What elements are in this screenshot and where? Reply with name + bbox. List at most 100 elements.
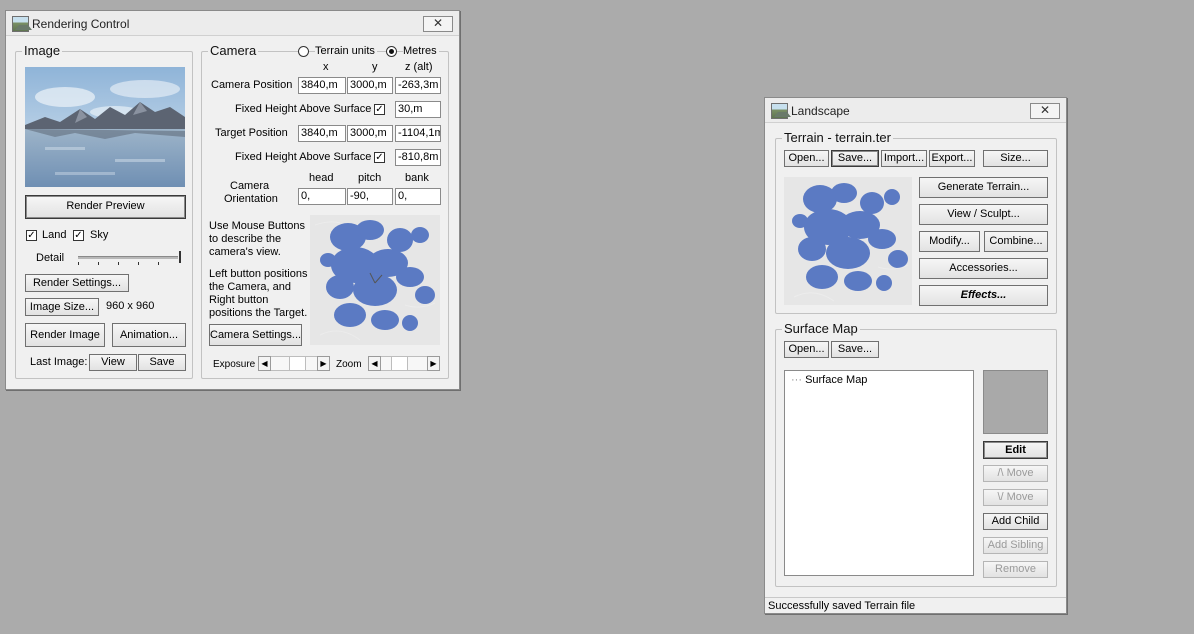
terrain-preview-map xyxy=(784,177,912,305)
camera-group-legend: Camera xyxy=(208,43,259,58)
terrain-group-legend: Terrain - terrain.ter xyxy=(782,130,893,145)
tree-connector-icon: ··· xyxy=(791,374,802,386)
mouse-help-text-1: Use Mouse Buttons to describe the camera… xyxy=(209,220,305,258)
modify-button[interactable]: Modify... xyxy=(919,231,980,252)
terrain-open-button[interactable]: Open... xyxy=(784,150,829,167)
metres-label: Metres xyxy=(403,45,439,57)
terrain-import-button[interactable]: Import... xyxy=(881,150,927,167)
camera-orientation-label-1: Camera xyxy=(230,180,270,192)
add-sibling-button[interactable]: Add Sibling xyxy=(983,537,1048,554)
move-down-button[interactable]: \/ Move xyxy=(983,489,1048,506)
render-settings-button[interactable]: Render Settings... xyxy=(25,274,129,292)
orientation-pitch-field[interactable]: -90, xyxy=(347,188,393,205)
sky-label: Sky xyxy=(90,229,109,241)
terragen-app-icon xyxy=(12,16,32,32)
generate-terrain-button[interactable]: Generate Terrain... xyxy=(919,177,1048,198)
status-bar: Successfully saved Terrain file xyxy=(765,597,1066,613)
render-image-button[interactable]: Render Image xyxy=(25,323,105,347)
surface-map-tree[interactable]: ··· Surface Map xyxy=(784,370,974,576)
target-position-x-field[interactable]: 3840,m xyxy=(298,125,346,142)
surface-map-group-legend: Surface Map xyxy=(782,321,860,336)
render-preview-button[interactable]: Render Preview xyxy=(25,195,186,219)
detail-label: Detail xyxy=(36,252,65,264)
camera-position-x-field[interactable]: 3840,m xyxy=(298,77,346,94)
target-fixed-height-field[interactable]: -810,8m xyxy=(395,149,441,166)
image-size-button[interactable]: Image Size... xyxy=(25,298,99,316)
terrain-units-radio[interactable] xyxy=(298,46,309,57)
mouse-help-text-2: Left button positions the Camera, and Ri… xyxy=(209,268,308,319)
target-position-label: Target Position xyxy=(215,127,288,139)
remove-button[interactable]: Remove xyxy=(983,561,1048,578)
rendering-control-window: Rendering Control ✕ Image xyxy=(5,10,460,390)
accessories-button[interactable]: Accessories... xyxy=(919,258,1048,279)
detail-slider[interactable] xyxy=(78,250,184,266)
camera-direction-line xyxy=(369,272,376,284)
exposure-scrollbar[interactable] xyxy=(271,356,317,371)
view-sculpt-button[interactable]: View / Sculpt... xyxy=(919,204,1048,225)
title-bar[interactable]: Landscape ✕ xyxy=(765,98,1066,123)
col-head-header: head xyxy=(309,172,334,184)
camera-orientation-label-2: Orientation xyxy=(224,193,278,205)
col-bank-header: bank xyxy=(405,172,429,184)
title-bar[interactable]: Rendering Control ✕ xyxy=(6,11,459,36)
landscape-window: Landscape ✕ Terrain - terrain.ter Open..… xyxy=(764,97,1067,614)
tree-item-label: Surface Map xyxy=(805,374,868,386)
terrain-export-button[interactable]: Export... xyxy=(929,150,975,167)
col-pitch-header: pitch xyxy=(358,172,382,184)
terrain-units-label: Terrain units xyxy=(315,45,377,57)
image-group-legend: Image xyxy=(22,43,63,58)
window-title: Rendering Control xyxy=(32,17,130,31)
surface-save-button[interactable]: Save... xyxy=(831,341,879,358)
camera-position-y-field[interactable]: 3000,m xyxy=(347,77,393,94)
col-y-header: y xyxy=(372,61,378,73)
zoom-scrollbar[interactable] xyxy=(381,356,427,371)
effects-button[interactable]: Effects... xyxy=(919,285,1048,306)
camera-group: Camera Terrain units Metres x y z (alt) … xyxy=(201,43,449,379)
metres-radio[interactable] xyxy=(386,46,397,57)
camera-position-z-field[interactable]: -263,3m xyxy=(395,77,441,94)
tree-item-surface-map[interactable]: ··· Surface Map xyxy=(791,374,867,386)
edit-button[interactable]: Edit xyxy=(983,441,1048,459)
last-image-label: Last Image: xyxy=(30,356,88,368)
window-title: Landscape xyxy=(791,104,850,118)
zoom-left-arrow[interactable]: ◀ xyxy=(368,356,381,371)
exposure-scroll-thumb[interactable] xyxy=(289,357,306,370)
combine-button[interactable]: Combine... xyxy=(984,231,1048,252)
target-fixed-height-label: Fixed Height Above Surface xyxy=(235,151,372,163)
exposure-left-arrow[interactable]: ◀ xyxy=(258,356,271,371)
camera-terrain-map[interactable] xyxy=(310,215,440,345)
camera-fixed-height-checkbox[interactable]: ✓ xyxy=(374,104,385,115)
col-z-header: z (alt) xyxy=(405,61,433,73)
save-last-image-button[interactable]: Save xyxy=(138,354,186,371)
orientation-bank-field[interactable]: 0, xyxy=(395,188,441,205)
terragen-app-icon xyxy=(771,103,791,119)
zoom-label: Zoom xyxy=(336,359,362,370)
terrain-group: Terrain - terrain.ter Open... Save... Im… xyxy=(775,130,1057,314)
camera-position-label: Camera Position xyxy=(211,79,293,91)
camera-fixed-height-field[interactable]: 30,m xyxy=(395,101,441,118)
detail-slider-thumb[interactable] xyxy=(179,251,181,263)
target-fixed-height-checkbox[interactable]: ✓ xyxy=(374,152,385,163)
exposure-right-arrow[interactable]: ▶ xyxy=(317,356,330,371)
close-button[interactable]: ✕ xyxy=(423,16,453,32)
col-x-header: x xyxy=(323,61,329,73)
sky-checkbox[interactable]: ✓ xyxy=(73,230,84,241)
terrain-size-button[interactable]: Size... xyxy=(983,150,1048,167)
animation-button[interactable]: Animation... xyxy=(112,323,186,347)
terrain-save-button[interactable]: Save... xyxy=(831,150,879,167)
image-size-value: 960 x 960 xyxy=(106,300,155,312)
surface-open-button[interactable]: Open... xyxy=(784,341,829,358)
exposure-label: Exposure xyxy=(213,359,256,370)
land-checkbox[interactable]: ✓ xyxy=(26,230,37,241)
target-position-y-field[interactable]: 3000,m xyxy=(347,125,393,142)
image-group: Image Render Preview ✓ Land xyxy=(15,43,193,379)
camera-settings-button[interactable]: Camera Settings... xyxy=(209,324,302,346)
move-up-button[interactable]: /\ Move xyxy=(983,465,1048,482)
view-last-image-button[interactable]: View xyxy=(89,354,137,371)
add-child-button[interactable]: Add Child xyxy=(983,513,1048,530)
orientation-head-field[interactable]: 0, xyxy=(298,188,346,205)
zoom-right-arrow[interactable]: ▶ xyxy=(427,356,440,371)
target-position-z-field[interactable]: -1104,1m xyxy=(395,125,441,142)
close-button[interactable]: ✕ xyxy=(1030,103,1060,119)
zoom-scroll-thumb[interactable] xyxy=(391,357,408,370)
